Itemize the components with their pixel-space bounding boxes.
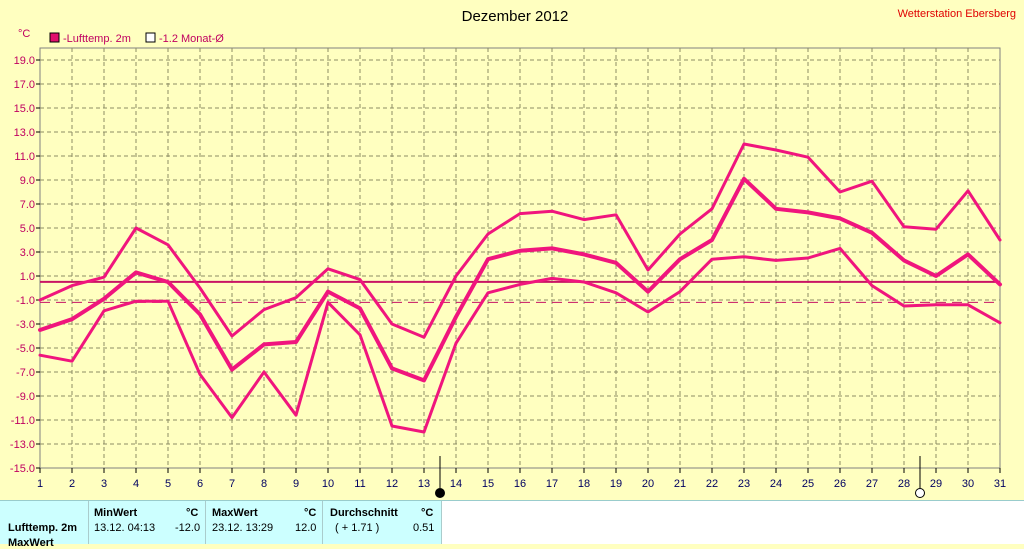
stats-average-cell: Durchschnitt °C ( + 1.71 ) 0.51 xyxy=(323,501,441,544)
y-tick-label: 15.0 xyxy=(14,103,35,115)
x-tick-label: 29 xyxy=(930,478,942,490)
station-name: Wetterstation Ebersberg xyxy=(898,8,1016,20)
plot-area: 19.0 17.0 15.0 13.0 11.0 9.0 7.0 5.0 3.0 1.0 -1.0 -… xyxy=(10,47,1006,498)
y-tick-label: 17.0 xyxy=(14,79,35,91)
y-tick-label: -1.0 xyxy=(16,295,35,307)
stats-average-unit: °C xyxy=(421,507,434,519)
legend: -Lufttemp. 2m -1.2 Monat-Ø xyxy=(49,32,224,45)
x-tick-label: 3 xyxy=(101,478,107,490)
stats-row-label-cell: Lufttemp. 2m MaxWert xyxy=(0,501,88,549)
legend-label-monthly-average: -1.2 Monat-Ø xyxy=(159,33,224,45)
y-tick-label: -9.0 xyxy=(16,391,35,403)
stats-min-unit: °C xyxy=(186,507,199,519)
x-tick-label: 11 xyxy=(354,478,365,490)
legend-marker-monthly-average xyxy=(145,32,156,43)
stats-divider xyxy=(322,501,323,544)
stats-min-time: 13.12. 04:13 xyxy=(94,522,156,534)
y-tick-label: 3.0 xyxy=(20,247,35,259)
temperature-chart: Dezember 2012 Wetterstation Ebersberg °C… xyxy=(0,0,1024,500)
chart-title: Dezember 2012 xyxy=(462,8,569,25)
stats-max-cell: MaxWert °C 23.12. 13:29 12.0 xyxy=(206,501,322,544)
y-axis-unit: °C xyxy=(18,28,30,40)
series-line-mean xyxy=(38,176,1002,383)
y-tick-label: -5.0 xyxy=(16,343,35,355)
y-tick-label: -15.0 xyxy=(10,463,35,475)
y-tick-label: -3.0 xyxy=(16,319,35,331)
x-tick-label: 18 xyxy=(578,478,590,490)
x-tick-label: 21 xyxy=(674,478,686,490)
stats-max-value: 12.0 xyxy=(295,522,317,534)
y-tick-label: 13.0 xyxy=(14,127,35,139)
x-tick-label: 19 xyxy=(610,478,622,490)
y-tick-label: 7.0 xyxy=(20,199,35,211)
stats-empty-area xyxy=(442,501,1024,544)
x-tick-label: 27 xyxy=(866,478,878,490)
statistics-panel: Lufttemp. 2m MaxWert MinWert °C 13.12. 0… xyxy=(0,500,1024,549)
x-tick-label: 17 xyxy=(546,478,558,490)
x-tick-label: 26 xyxy=(834,478,846,490)
stats-average-header: Durchschnitt xyxy=(330,507,398,519)
stats-max-time: 23.12. 13:29 xyxy=(212,522,274,534)
stats-max-header: MaxWert xyxy=(212,507,258,519)
x-tick-label: 24 xyxy=(770,478,782,490)
x-tick-label: 2 xyxy=(69,478,75,490)
x-tick-label: 5 xyxy=(165,478,171,490)
x-tick-label: 28 xyxy=(898,478,910,490)
x-tick-label: 6 xyxy=(197,478,203,490)
stats-min-header: MinWert xyxy=(94,507,138,519)
stats-row-label-2: MaxWert xyxy=(8,537,54,549)
x-tick-label: 16 xyxy=(514,478,526,490)
legend-marker-temperature xyxy=(49,32,60,43)
y-tick-label: 9.0 xyxy=(20,175,35,187)
series-line-min xyxy=(38,246,1002,434)
filled-circle-marker xyxy=(435,488,445,498)
y-tick-label: -7.0 xyxy=(16,367,35,379)
x-tick-label: 13 xyxy=(418,478,430,490)
x-tick-label: 14 xyxy=(450,478,462,490)
x-tick-label: 4 xyxy=(133,478,139,490)
y-tick-label: 11.0 xyxy=(14,151,35,163)
stats-divider xyxy=(88,501,89,544)
stats-min-cell: MinWert °C 13.12. 04:13 -12.0 xyxy=(89,501,205,544)
x-tick-label: 8 xyxy=(261,478,267,490)
stats-max-unit: °C xyxy=(304,507,317,519)
x-tick-label: 20 xyxy=(642,478,654,490)
x-tick-label: 15 xyxy=(482,478,494,490)
y-tick-label: -11.0 xyxy=(11,415,35,427)
y-tick-label: 1.0 xyxy=(20,271,35,283)
hollow-circle-marker xyxy=(915,488,925,498)
legend-label-temperature: -Lufttemp. 2m xyxy=(63,33,131,45)
x-tick-label: 22 xyxy=(706,478,718,490)
stats-divider xyxy=(441,501,442,544)
x-tick-label: 30 xyxy=(962,478,974,490)
x-tick-label: 1 xyxy=(37,478,43,490)
stats-average-deviation: ( + 1.71 ) xyxy=(335,522,380,534)
x-tick-label: 31 xyxy=(994,478,1006,490)
x-tick-label: 9 xyxy=(293,478,299,490)
x-tick-label: 12 xyxy=(386,478,398,490)
x-tick-label: 10 xyxy=(322,478,334,490)
stats-min-value: -12.0 xyxy=(175,522,201,534)
stats-divider xyxy=(205,501,206,544)
series-line-max xyxy=(38,142,1002,339)
x-tick-label: 23 xyxy=(738,478,750,490)
stats-average-value: 0.51 xyxy=(413,522,435,534)
y-tick-label: -13.0 xyxy=(10,439,35,451)
y-tick-label: 5.0 xyxy=(20,223,35,235)
y-tick-label: 19.0 xyxy=(14,55,35,67)
x-tick-label: 7 xyxy=(229,478,235,490)
chart-background xyxy=(0,0,1024,500)
x-tick-label: 25 xyxy=(802,478,814,490)
stats-row-label: Lufttemp. 2m xyxy=(8,522,78,534)
